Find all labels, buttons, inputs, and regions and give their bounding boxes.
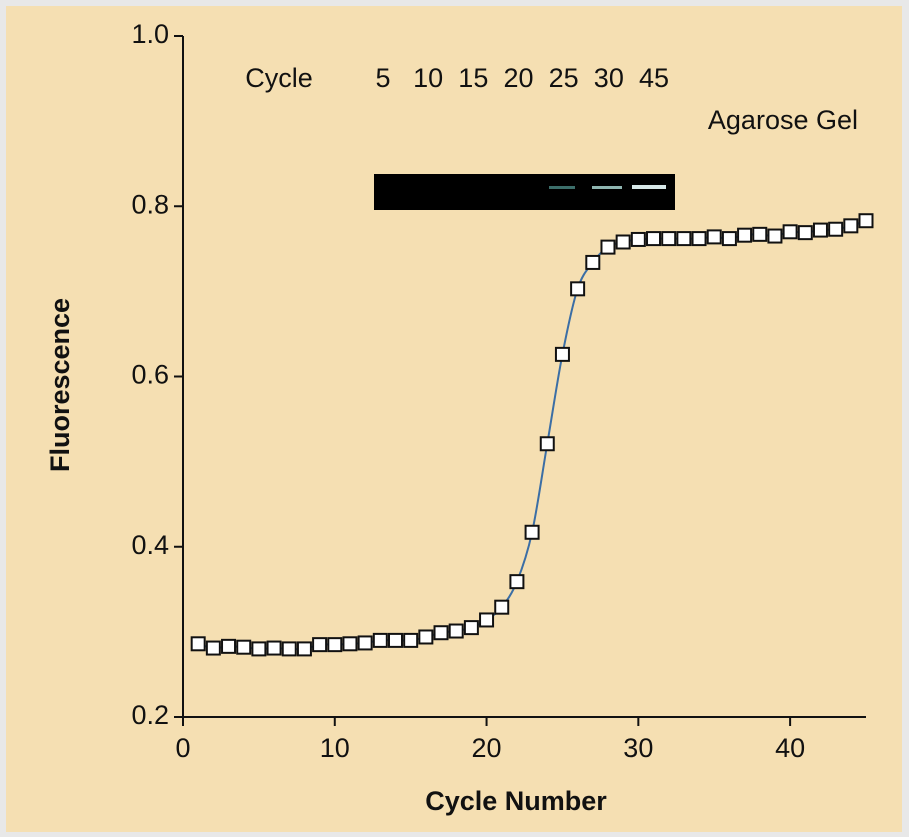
point	[510, 575, 523, 588]
gel-cycle: 5	[375, 63, 390, 93]
x-tick-label: 40	[775, 733, 805, 763]
gel-image	[374, 174, 675, 210]
point	[814, 224, 827, 237]
y-tick-label: 0.4	[131, 530, 169, 560]
point	[343, 637, 356, 650]
point	[252, 642, 265, 655]
point	[708, 230, 721, 243]
point	[526, 526, 539, 539]
y-tick-label: 0.6	[131, 360, 169, 390]
x-axis-label: Cycle Number	[425, 786, 607, 816]
point	[586, 256, 599, 269]
gel-band	[549, 186, 575, 189]
point	[389, 634, 402, 647]
x-tick-label: 20	[472, 733, 502, 763]
gel-cycle: 30	[594, 63, 624, 93]
gel-cycle: 10	[413, 63, 443, 93]
point	[237, 641, 250, 654]
point	[283, 642, 296, 655]
gel-cycle: 45	[639, 63, 669, 93]
point	[541, 437, 554, 450]
point	[753, 228, 766, 241]
gel-title: Agarose Gel	[708, 105, 858, 135]
point	[556, 348, 569, 361]
point	[677, 232, 690, 245]
point	[662, 232, 675, 245]
point	[450, 625, 463, 638]
gel-band	[592, 186, 622, 189]
y-tick-label: 0.8	[131, 189, 169, 219]
chart: Agarose Gel Cycle Cycle Number Fluoresce…	[0, 0, 909, 837]
gel-cycle: 20	[503, 63, 533, 93]
point	[723, 232, 736, 245]
page: {"chart_data": {"type": "scatter", "x_la…	[0, 0, 909, 837]
point	[738, 229, 751, 242]
point	[601, 241, 614, 254]
y-tick-label: 0.2	[131, 700, 169, 730]
point	[480, 613, 493, 626]
point	[404, 634, 417, 647]
point	[435, 626, 448, 639]
gel-cycle: 25	[549, 63, 579, 93]
point	[647, 232, 660, 245]
point	[374, 634, 387, 647]
point	[860, 214, 873, 227]
point	[207, 642, 220, 655]
point	[693, 232, 706, 245]
x-tick-label: 0	[175, 733, 190, 763]
point	[222, 640, 235, 653]
point	[298, 642, 311, 655]
gel-cycle-label: Cycle	[245, 63, 313, 93]
point	[768, 230, 781, 243]
point	[571, 282, 584, 295]
y-axis-label: Fluorescence	[45, 298, 75, 472]
point	[632, 233, 645, 246]
point	[419, 630, 432, 643]
point	[465, 621, 478, 634]
point	[844, 219, 857, 232]
point	[359, 636, 372, 649]
point	[328, 638, 341, 651]
y-tick-label: 1.0	[131, 19, 169, 49]
point	[313, 638, 326, 651]
point	[784, 225, 797, 238]
point	[799, 226, 812, 239]
x-tick-label: 30	[623, 733, 653, 763]
point	[268, 642, 281, 655]
point	[829, 223, 842, 236]
gel-cycle: 15	[458, 63, 488, 93]
x-tick-label: 10	[320, 733, 350, 763]
point	[495, 601, 508, 614]
point	[192, 637, 205, 650]
point	[617, 236, 630, 249]
gel-band	[632, 185, 666, 189]
